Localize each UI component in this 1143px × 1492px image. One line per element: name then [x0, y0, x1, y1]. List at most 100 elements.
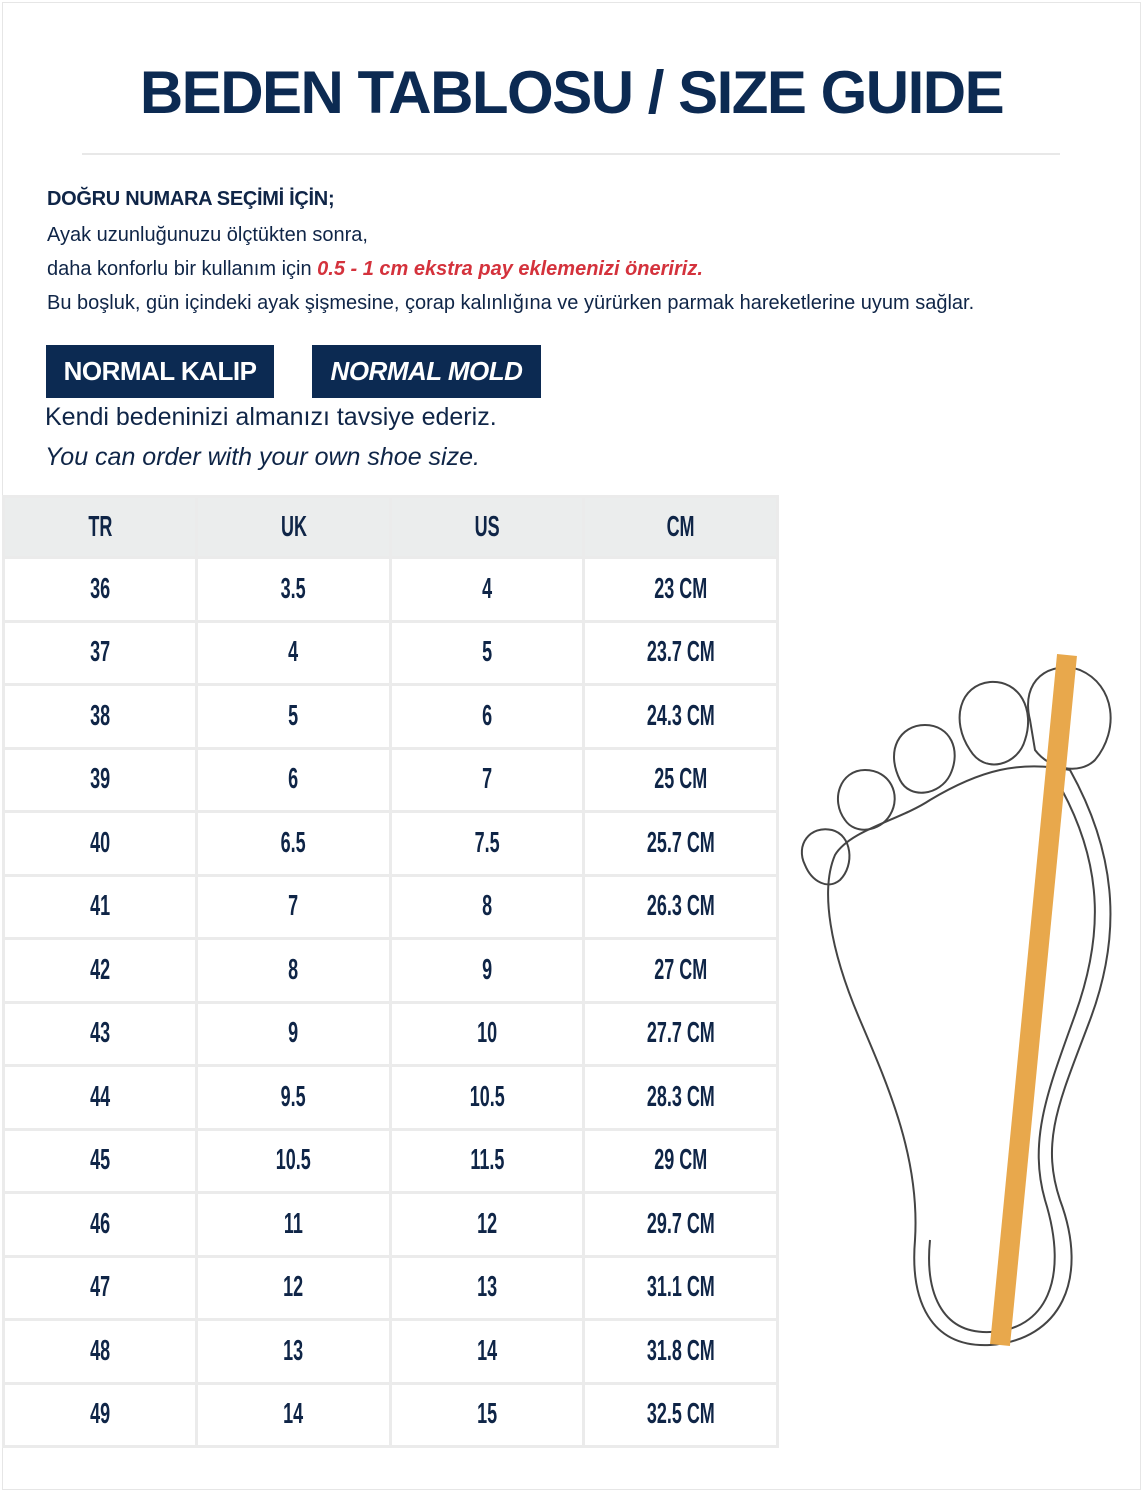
intro-line-3: Bu boşluk, gün içindeki ayak şişmesine, …: [47, 292, 975, 314]
table-row: 41 7 8 26.3 CM: [1, 873, 779, 940]
cell-value: 6.5: [280, 826, 306, 859]
table-row: 40 6.5 7.5 25.7 CM: [1, 810, 779, 877]
table-cell: 9: [388, 937, 586, 1004]
toe-3: [893, 723, 956, 794]
table-cell: 6: [388, 683, 586, 750]
cell-value: 12: [283, 1271, 304, 1304]
table-row: 44 9.5 10.5 28.3 CM: [1, 1064, 779, 1131]
badge-normal-kalip: NORMAL KALIP: [46, 345, 274, 398]
table-row: 42 8 9 27 CM: [1, 937, 779, 1004]
cell-value: 4: [288, 636, 299, 669]
cell-value: 31.8 CM: [646, 1334, 715, 1367]
table-cell: 27.7 CM: [582, 1000, 779, 1067]
cell-value: 24.3 CM: [646, 699, 715, 732]
table-cell: 46: [1, 1191, 199, 1258]
table-cell: 27 CM: [582, 937, 779, 1004]
table-cell: 12: [195, 1254, 392, 1321]
table-cell: 29.7 CM: [582, 1191, 779, 1258]
table-cell: 5: [388, 619, 586, 686]
toe-2: [958, 680, 1030, 766]
cell-value: 11: [283, 1207, 303, 1240]
table-cell: 43: [1, 1000, 199, 1067]
table-cell: 39: [1, 746, 199, 813]
table-row: 38 5 6 24.3 CM: [1, 683, 779, 750]
cell-value: 5: [482, 636, 493, 669]
column-header: US: [388, 495, 586, 559]
table-cell: 24.3 CM: [582, 683, 779, 750]
cell-value: 43: [90, 1017, 111, 1050]
table-cell: 11: [195, 1191, 392, 1258]
table-row: 36 3.5 4 23 CM: [1, 556, 779, 623]
table-cell: 31.8 CM: [582, 1318, 779, 1385]
table-cell: 26.3 CM: [582, 873, 779, 940]
table-cell: 7: [388, 746, 586, 813]
cell-value: 10: [477, 1017, 498, 1050]
column-header: CM: [582, 495, 779, 559]
cell-value: 9: [288, 1017, 299, 1050]
table-cell: 25 CM: [582, 746, 779, 813]
column-header: TR: [1, 495, 199, 559]
cell-value: 3.5: [280, 572, 306, 605]
cell-value: 10.5: [275, 1144, 311, 1177]
foot-outline: [827, 765, 1112, 1347]
cell-value: 7: [288, 890, 299, 923]
table-cell: 42: [1, 937, 199, 1004]
toe-4: [836, 768, 896, 831]
table-cell: 5: [195, 683, 392, 750]
column-header-label: US: [474, 510, 500, 543]
table-row: 47 12 13 31.1 CM: [1, 1254, 779, 1321]
cell-value: 40: [90, 826, 111, 859]
cell-value: 37: [90, 636, 111, 669]
table-cell: 6.5: [195, 810, 392, 877]
cell-value: 36: [90, 572, 111, 605]
cell-value: 15: [477, 1398, 498, 1431]
table-cell: 23.7 CM: [582, 619, 779, 686]
intro-line-1: Ayak uzunluğunuzu ölçtükten sonra,: [47, 224, 368, 246]
size-table: TR UK US CM 36 3.5 4 23 CM 37 4 5 23.7 CM 38 5 6 24.3 …: [1, 495, 779, 1448]
cell-value: 9.5: [280, 1080, 306, 1113]
table-cell: 25.7 CM: [582, 810, 779, 877]
cell-value: 39: [90, 763, 111, 796]
table-row: 45 10.5 11.5 29 CM: [1, 1127, 779, 1194]
table-row: 37 4 5 23.7 CM: [1, 619, 779, 686]
table-cell: 36: [1, 556, 199, 623]
table-cell: 14: [195, 1381, 392, 1448]
table-row: 39 6 7 25 CM: [1, 746, 779, 813]
cell-value: 47: [90, 1271, 111, 1304]
table-cell: 13: [195, 1318, 392, 1385]
cell-value: 28.3 CM: [646, 1080, 715, 1113]
column-header-label: UK: [280, 510, 307, 543]
cell-value: 6: [482, 699, 493, 732]
table-cell: 49: [1, 1381, 199, 1448]
cell-value: 14: [283, 1398, 304, 1431]
table-cell: 41: [1, 873, 199, 940]
cell-value: 45: [90, 1144, 111, 1177]
cell-value: 31.1 CM: [646, 1271, 715, 1304]
cell-value: 4: [482, 572, 493, 605]
cell-value: 13: [283, 1334, 304, 1367]
column-header: UK: [195, 495, 392, 559]
table-cell: 8: [195, 937, 392, 1004]
cell-value: 32.5 CM: [646, 1398, 715, 1431]
toe-5: [800, 828, 851, 886]
cell-value: 11.5: [470, 1144, 505, 1177]
cell-value: 9: [482, 953, 493, 986]
cell-value: 27 CM: [654, 953, 708, 986]
table-cell: 12: [388, 1191, 586, 1258]
table-cell: 7: [195, 873, 392, 940]
table-cell: 28.3 CM: [582, 1064, 779, 1131]
table-row: 43 9 10 27.7 CM: [1, 1000, 779, 1067]
recommendation-tr: Kendi bedeninizi almanızı tavsiye ederiz…: [45, 403, 497, 431]
foot-inner-outline: [928, 789, 1096, 1334]
foot-illustration: [800, 654, 1112, 1347]
page-title: BEDEN TABLOSU / SIZE GUIDE: [139, 59, 1005, 126]
table-cell: 14: [388, 1318, 586, 1385]
table-cell: 8: [388, 873, 586, 940]
table-cell: 10.5: [388, 1064, 586, 1131]
table-cell: 32.5 CM: [582, 1381, 779, 1448]
table-cell: 29 CM: [582, 1127, 779, 1194]
ruler-bar: [990, 654, 1077, 1346]
table-row: 49 14 15 32.5 CM: [1, 1381, 779, 1448]
intro-highlight: 0.5 - 1 cm ekstra pay eklemenizi öneriri…: [317, 258, 703, 280]
